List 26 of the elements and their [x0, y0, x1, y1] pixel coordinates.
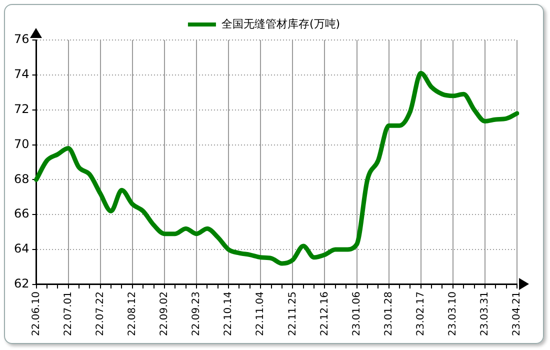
x-tick-label: 23.01.06	[351, 291, 362, 336]
legend-label: 全国无缝管材库存(万吨)	[221, 17, 340, 30]
x-tick-label: 22.07.01	[62, 291, 74, 336]
x-tick-label: 23.04.21	[512, 291, 523, 336]
x-tick-label: 22.12.16	[319, 291, 330, 336]
x-tick-label: 22.11.04	[255, 291, 266, 336]
y-tick-label: 68	[14, 172, 30, 186]
x-tick-label: 22.08.12	[127, 291, 138, 336]
y-tick-label: 66	[14, 206, 30, 221]
x-tick-label: 23.02.17	[415, 291, 426, 336]
x-tick-label: 22.09.02	[159, 291, 170, 336]
y-tick-label: 64	[14, 242, 30, 256]
y-tick-label: 76	[14, 32, 30, 46]
y-tick-label: 74	[14, 67, 30, 82]
x-tick-label: 22.11.25	[287, 291, 298, 336]
x-tick-label: 23.03.31	[480, 291, 491, 336]
x-tick-label: 22.09.23	[191, 291, 202, 336]
x-tick-label: 23.01.28	[383, 291, 394, 336]
y-tick-label: 72	[14, 102, 30, 116]
line-series	[34, 70, 520, 266]
x-tick-label: 23.03.10	[447, 291, 458, 336]
x-tick-label: 22.10.14	[223, 291, 234, 336]
x-tick-label: 22.06.10	[30, 291, 42, 336]
x-tick-label: 22.07.22	[94, 291, 106, 336]
y-tick-label: 62	[14, 276, 30, 291]
y-tick-label: 70	[14, 136, 30, 151]
